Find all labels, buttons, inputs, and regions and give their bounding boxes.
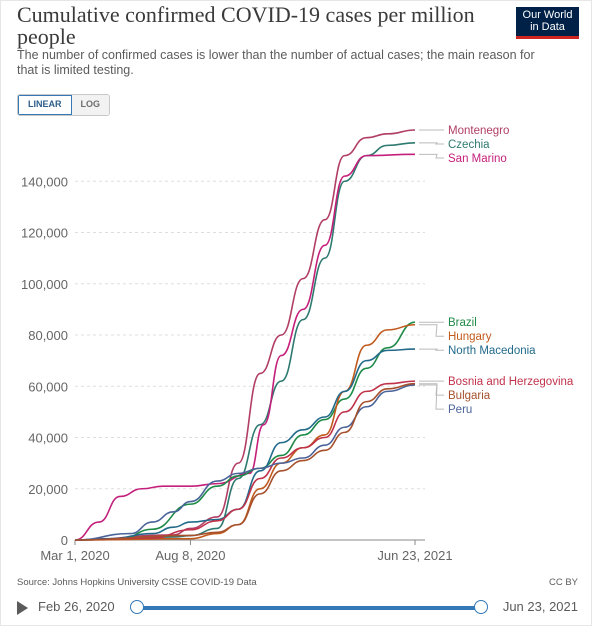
- legend-connector-peru: [419, 384, 444, 410]
- y-tick-label: 100,000: [21, 277, 68, 292]
- timeline[interactable]: Feb 26, 2020 Jun 23, 2021: [0, 596, 592, 620]
- y-tick-label: 20,000: [28, 482, 68, 497]
- legend-label-czechia: Czechia: [448, 139, 490, 151]
- legend-label-north-macedonia: North Macedonia: [448, 345, 536, 357]
- legend-label-hungary: Hungary: [448, 331, 492, 343]
- series-line-brazil: [74, 321, 416, 541]
- legend-label-san-marino: San Marino: [448, 153, 507, 165]
- x-axis-ticks: Mar 1, 2020 Aug 8, 2020 Jun 23, 2021: [40, 540, 453, 563]
- owid-logo[interactable]: Our World in Data: [516, 7, 579, 39]
- y-tick-label: 60,000: [28, 379, 68, 394]
- play-icon[interactable]: [17, 601, 28, 615]
- series-line-san-marino: [74, 153, 416, 541]
- logo-accent-bar: [516, 36, 579, 39]
- source-note[interactable]: Source: Johns Hopkins University CSSE CO…: [17, 577, 257, 588]
- y-tick-label: 80,000: [28, 328, 68, 343]
- series-line-czechia: [74, 142, 416, 541]
- line-chart: 0 20,000 40,000 60,000 80,000 100,000 120,000 1…: [21, 125, 574, 563]
- linear-scale-button[interactable]: LINEAR: [18, 95, 72, 115]
- legend: Montenegro Czechia San Marino Brazil Hungary…: [419, 125, 574, 416]
- y-tick-label: 40,000: [28, 431, 68, 446]
- timeline-start-handle[interactable]: [130, 600, 144, 614]
- chart-title: Cumulative confirmed COVID-19 cases per …: [17, 2, 475, 49]
- logo-line-2: in Data: [530, 21, 565, 33]
- y-tick-label: 0: [61, 533, 68, 548]
- logo-line-1: Our World: [522, 9, 573, 21]
- timeline-track[interactable]: [137, 606, 481, 610]
- series-line-hungary: [74, 323, 416, 541]
- legend-connector-north-macedonia: [419, 348, 444, 351]
- series-lines: [74, 129, 416, 541]
- legend-label-montenegro: Montenegro: [448, 125, 509, 137]
- x-tick-label: Mar 1, 2020: [40, 548, 109, 563]
- series-line-montenegro: [74, 129, 416, 541]
- legend-label-peru: Peru: [448, 404, 472, 416]
- series-line-bulgaria: [74, 382, 416, 541]
- license-label[interactable]: CC BY: [548, 577, 578, 588]
- series-line-peru: [74, 384, 416, 541]
- legend-connector-san-marino: [419, 153, 444, 159]
- legend-connector-czechia: [419, 142, 444, 145]
- series-line-bosnia-and-herzegovina: [74, 380, 416, 541]
- scale-toggle[interactable]: LINEAR LOG: [17, 94, 110, 116]
- y-axis-ticks: 0 20,000 40,000 60,000 80,000 100,000 120,000 1…: [21, 174, 68, 548]
- timeline-end-handle[interactable]: [474, 600, 488, 614]
- legend-label-brazil: Brazil: [448, 317, 477, 329]
- legend-label-bosnia-and-herzegovina: Bosnia and Herzegovina: [448, 376, 574, 388]
- timeline-end-label: Jun 23, 2021: [502, 599, 578, 614]
- y-tick-label: 140,000: [21, 174, 68, 189]
- y-tick-label: 120,000: [21, 226, 68, 241]
- series-line-north-macedonia: [74, 348, 416, 541]
- chart-subtitle: The number of confirmed cases is lower t…: [17, 48, 535, 77]
- x-tick-label: Jun 23, 2021: [377, 548, 452, 563]
- log-scale-button[interactable]: LOG: [71, 95, 109, 115]
- x-tick-label: Aug 8, 2020: [155, 548, 225, 563]
- timeline-start-label: Feb 26, 2020: [38, 599, 115, 614]
- legend-label-bulgaria: Bulgaria: [448, 390, 491, 402]
- legend-connector-hungary: [419, 324, 444, 337]
